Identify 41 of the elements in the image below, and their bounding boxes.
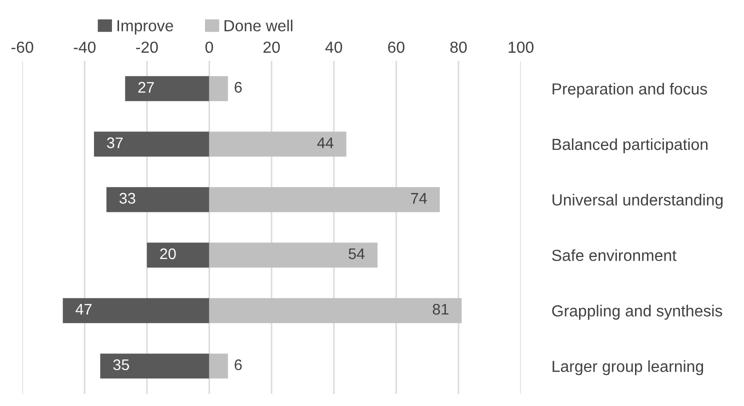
x-tick-label: -40 — [74, 42, 96, 53]
data-label: 44 — [317, 138, 334, 148]
y-tick-label: Preparation and focus — [552, 82, 708, 98]
data-label: 35 — [113, 359, 130, 370]
y-tick-label: Grappling and synthesis — [552, 304, 722, 320]
y-tick-label: Universal understanding — [552, 194, 723, 209]
x-tick-label: 40 — [325, 42, 342, 53]
bar — [209, 298, 462, 324]
legend-label: Improve — [118, 20, 174, 35]
x-tick-label: 80 — [450, 42, 467, 53]
y-tick-label: Larger group learning — [552, 360, 704, 376]
x-tick-label: 20 — [263, 42, 280, 53]
x-tick-label: 0 — [205, 42, 214, 53]
data-label: 20 — [160, 248, 176, 260]
data-label: 33 — [119, 192, 136, 204]
bar — [100, 354, 210, 379]
data-label: 6 — [234, 82, 242, 93]
x-tick-label: -20 — [136, 42, 158, 53]
bar — [146, 242, 210, 268]
y-tick-label: Balanced participation — [552, 138, 708, 154]
bar — [62, 298, 210, 324]
bar — [209, 132, 346, 157]
data-label: 54 — [348, 248, 365, 260]
x-tick-label: 100 — [508, 42, 534, 53]
bar — [125, 76, 210, 102]
data-label: 74 — [411, 193, 427, 204]
data-label: 47 — [76, 304, 92, 315]
bar — [94, 132, 210, 157]
bar — [106, 187, 210, 212]
data-label: 81 — [432, 304, 448, 315]
bar — [209, 242, 378, 268]
bar — [209, 76, 228, 102]
bar — [209, 187, 440, 212]
x-tick-label: -60 — [11, 42, 34, 53]
y-tick-label: Safe environment — [552, 249, 676, 262]
legend-label: Done well — [224, 20, 292, 32]
data-label: 37 — [107, 137, 123, 148]
data-label: 27 — [138, 82, 154, 93]
bar — [209, 354, 228, 379]
x-tick-label: 60 — [388, 42, 404, 53]
data-label: 6 — [234, 359, 242, 370]
